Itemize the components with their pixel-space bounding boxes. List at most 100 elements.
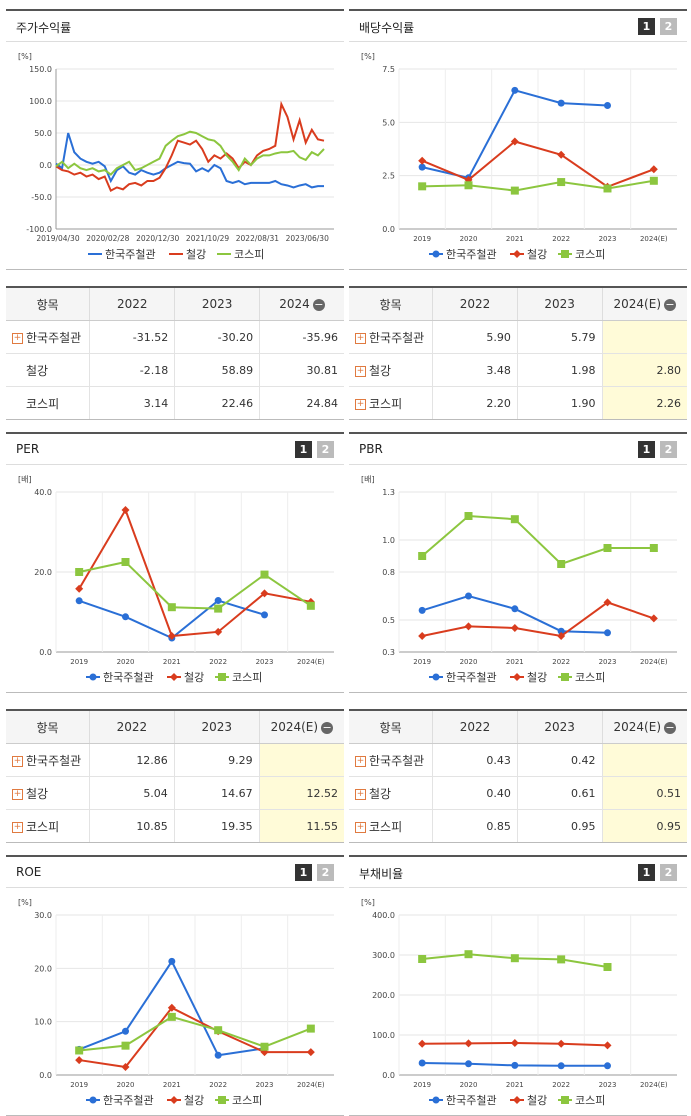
- x-tick-label: 2019/04/30: [36, 234, 79, 243]
- expand-plus-icon[interactable]: +: [12, 821, 23, 833]
- row-label: + 한국주철관: [6, 320, 91, 354]
- row-label: + 한국주철관: [349, 320, 434, 354]
- per-table: 항목 2022 2023 2024(E) − + 한국주철관 12.86 9.29 + 철강 5.04…: [6, 709, 344, 843]
- view-1-button[interactable]: 1: [295, 864, 312, 881]
- view-2-button[interactable]: 2: [317, 441, 334, 458]
- x-tick-label: 2023: [599, 658, 617, 666]
- data-point: [465, 1060, 472, 1068]
- data-point: [557, 150, 566, 159]
- dividend-yield-chart-panel: 배당수익률 1 2 [%] 7.5 5.0 2.5 0.0 2019 2020 2021 202…: [349, 9, 687, 270]
- data-point: [167, 603, 176, 612]
- row-label: + 한국주철관: [6, 743, 90, 777]
- y-tick-label: 0.0: [39, 648, 52, 657]
- data-point: [464, 512, 473, 520]
- table-row: + 코스피 2.20 1.90 2.26: [349, 386, 687, 419]
- view-2-button[interactable]: 2: [660, 441, 677, 458]
- legend-label: 한국주철관: [446, 1094, 497, 1107]
- table-cell: [602, 320, 687, 354]
- y-tick-label: 10.0: [34, 1018, 52, 1027]
- y-tick-label: 200.0: [372, 991, 395, 1000]
- legend-label: 코스피: [575, 248, 605, 261]
- collapse-minus-icon[interactable]: −: [664, 297, 676, 311]
- data-point: [306, 1024, 315, 1033]
- legend-label: 코스피: [575, 671, 605, 684]
- table-row: + 한국주철관 -31.52 -30.20 -35.96: [6, 320, 344, 354]
- column-header-year: 2024(E) −: [259, 711, 344, 744]
- expand-plus-icon[interactable]: +: [355, 332, 366, 344]
- collapse-minus-icon[interactable]: −: [664, 720, 676, 734]
- debt-ratio-line-chart: [%] 400.0 300.0 200.0 100.0 0.0 2019 2020 2021 20…: [361, 898, 677, 1107]
- data-point: [604, 101, 611, 109]
- table-cell: 5.79: [517, 320, 603, 354]
- panel-title: 배당수익률: [359, 21, 415, 35]
- data-point: [167, 1003, 176, 1012]
- table-row: + 코스피 10.85 19.35 11.55: [6, 809, 344, 842]
- table-cell: 0.95: [517, 809, 603, 842]
- legend-label: 한국주철관: [105, 248, 156, 261]
- view-1-button[interactable]: 1: [638, 864, 655, 881]
- data-point: [603, 963, 612, 971]
- collapse-minus-icon[interactable]: −: [312, 297, 325, 311]
- collapse-minus-icon[interactable]: −: [321, 720, 334, 734]
- y-tick-label: -50.0: [31, 193, 52, 202]
- view-2-button[interactable]: 2: [660, 864, 677, 881]
- data-point: [418, 163, 426, 171]
- y-unit-label: [%]: [361, 52, 375, 61]
- x-tick-label: 2021: [163, 658, 181, 666]
- row-label: + 철강: [6, 776, 90, 810]
- data-point: [649, 614, 658, 623]
- table-cell: [602, 743, 687, 777]
- expand-plus-icon[interactable]: +: [12, 788, 23, 800]
- expand-plus-icon[interactable]: +: [355, 788, 366, 800]
- table-cell: 11.55: [259, 809, 344, 842]
- data-point: [649, 165, 658, 174]
- data-point: [604, 629, 611, 637]
- table-cell: 1.90: [517, 386, 603, 419]
- legend-marker: [218, 673, 226, 681]
- table-row: + 한국주철관 5.90 5.79: [349, 320, 687, 354]
- expand-plus-icon[interactable]: +: [355, 398, 366, 410]
- expand-plus-icon[interactable]: +: [12, 332, 23, 344]
- row-label: 철강: [6, 353, 91, 387]
- y-unit-label: [%]: [18, 52, 32, 61]
- legend-marker: [561, 250, 569, 258]
- data-point: [214, 604, 223, 613]
- x-tick-label: 2021: [506, 658, 524, 666]
- data-point: [260, 570, 269, 579]
- data-point: [214, 627, 223, 636]
- x-tick-label: 2020: [117, 658, 135, 666]
- row-label-text: 한국주철관: [26, 753, 82, 768]
- expand-plus-icon[interactable]: +: [12, 755, 23, 767]
- table-row: + 코스피 0.85 0.95 0.95: [349, 809, 687, 842]
- view-2-button[interactable]: 2: [317, 864, 334, 881]
- data-point: [557, 1062, 565, 1070]
- y-tick-label: 0.0: [39, 161, 52, 170]
- table-cell: 0.85: [432, 809, 518, 842]
- data-point: [557, 955, 566, 964]
- view-1-button[interactable]: 1: [295, 441, 312, 458]
- column-header-year: 2023: [517, 711, 603, 744]
- x-tick-label: 2019: [413, 1081, 431, 1089]
- top-toolbar-edge: [0, 0, 691, 6]
- table-row: + 철강 0.40 0.61 0.51: [349, 776, 687, 810]
- series-line: [421, 514, 654, 566]
- data-point: [121, 506, 130, 514]
- x-tick-label: 2020: [460, 658, 478, 666]
- y-tick-label: -100.0: [26, 225, 52, 234]
- view-1-button[interactable]: 1: [638, 441, 655, 458]
- data-point: [603, 598, 612, 607]
- table-row: + 한국주철관 0.43 0.42: [349, 743, 687, 777]
- x-tick-label: 2022: [552, 1081, 570, 1089]
- y-tick-label: 0.0: [382, 1071, 395, 1080]
- view-1-button[interactable]: 1: [638, 18, 655, 35]
- view-2-button[interactable]: 2: [660, 18, 677, 35]
- x-tick-label: 2019: [70, 1081, 88, 1089]
- expand-plus-icon[interactable]: +: [355, 365, 366, 377]
- expand-plus-icon[interactable]: +: [355, 821, 366, 833]
- x-tick-label: 2022: [209, 1081, 227, 1089]
- data-point: [510, 954, 519, 963]
- data-point: [306, 601, 315, 610]
- y-unit-label: [%]: [18, 898, 32, 907]
- expand-plus-icon[interactable]: +: [355, 755, 366, 767]
- data-point: [418, 955, 427, 963]
